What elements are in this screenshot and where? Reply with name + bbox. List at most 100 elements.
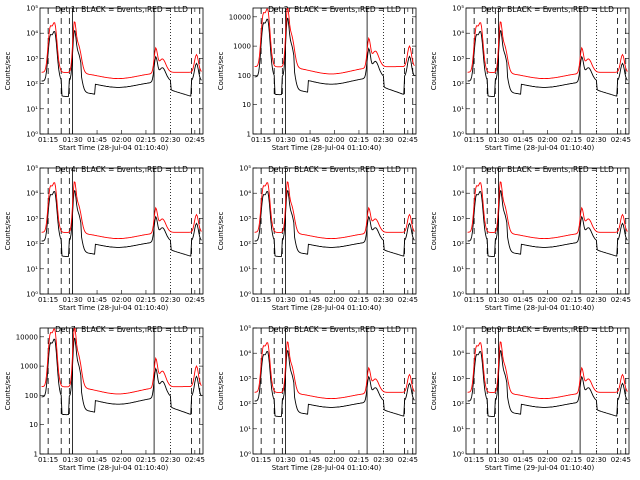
x-tick-label: 02:45	[185, 136, 205, 144]
y-tick-label: 10⁰	[452, 131, 464, 139]
x-tick-label: 02:00	[111, 136, 131, 144]
lld-series-line	[41, 21, 202, 80]
y-tick-label: 1000	[20, 363, 38, 371]
y-tick-label: 10⁵	[239, 325, 251, 333]
x-tick-label: 02:30	[373, 136, 393, 144]
y-tick-label: 10³	[26, 215, 38, 223]
events-series-line	[254, 17, 415, 96]
x-axis-label: Start Time (28-Jul-04 01:10:40)	[272, 144, 382, 152]
y-tick-label: 10⁵	[452, 165, 464, 173]
y-tick-label: 10¹	[452, 105, 464, 113]
x-tick-label: 01:45	[513, 136, 533, 144]
y-tick-label: 10	[29, 421, 38, 429]
chart-svg: Det 3r BLACK = Events, RED = LLD10⁰10¹10…	[430, 5, 631, 153]
y-tick-label: 10¹	[452, 265, 464, 273]
x-tick-label: 02:30	[586, 296, 606, 304]
events-series-line	[467, 190, 628, 257]
lld-series-line	[254, 341, 415, 400]
x-axis-label: Start Time (28-Jul-04 01:10:40)	[59, 144, 169, 152]
x-tick-label: 01:15	[464, 136, 484, 144]
plot-frame	[252, 167, 417, 295]
x-tick-label: 02:00	[111, 296, 131, 304]
y-tick-label: 10⁴	[26, 190, 38, 198]
x-axis-label: Start Time (29-Jul-04 01:10:40)	[485, 464, 595, 472]
x-tick-label: 02:15	[562, 136, 582, 144]
y-tick-label: 10¹	[239, 265, 251, 273]
y-tick-label: 100	[25, 392, 38, 400]
y-tick-label: 10000	[16, 333, 38, 341]
chart-svg: Det 9r BLACK = Events, RED = LLD10⁰10¹10…	[430, 325, 631, 473]
plot-frame	[252, 7, 417, 135]
y-tick-label: 10⁰	[26, 131, 38, 139]
x-tick-label: 01:30	[63, 136, 83, 144]
y-tick-label: 10²	[26, 240, 38, 248]
y-tick-label: 10⁴	[452, 30, 464, 38]
x-tick-label: 02:30	[160, 136, 180, 144]
x-tick-label: 02:45	[398, 296, 418, 304]
y-tick-label: 10⁰	[239, 451, 251, 459]
y-tick-label: 10⁰	[452, 291, 464, 299]
x-axis-label: Start Time (28-Jul-04 01:10:40)	[59, 464, 169, 472]
events-series-line	[254, 350, 415, 417]
lld-series-line	[254, 181, 415, 240]
x-tick-label: 02:15	[136, 136, 156, 144]
y-axis-label: Counts/sec	[4, 52, 12, 91]
y-axis-label: Counts/sec	[4, 212, 12, 251]
chart-svg: Det 5r BLACK = Events, RED = LLD10⁰10¹10…	[217, 165, 418, 313]
y-tick-label: 10⁰	[26, 291, 38, 299]
events-series-line	[41, 190, 202, 257]
y-tick-label: 10⁵	[239, 165, 251, 173]
x-tick-label: 02:15	[349, 136, 369, 144]
chart-panel-8: Det 8r BLACK = Events, RED = LLD 10⁰ 10¹ 10…	[213, 320, 426, 480]
lld-series-line	[41, 328, 202, 395]
chart-panel-7: Det 7r BLACK = Events, RED = LLD 1 10 100 10…	[0, 320, 213, 480]
chart-panel-3: Det 3r BLACK = Events, RED = LLD 10⁰ 10¹ 10…	[426, 0, 639, 160]
y-tick-label: 10³	[452, 215, 464, 223]
x-axis-label: Start Time (28-Jul-04 01:10:40)	[485, 304, 595, 312]
y-tick-label: 100	[238, 72, 251, 80]
x-tick-label: 01:45	[300, 296, 320, 304]
y-tick-label: 1	[34, 451, 38, 459]
chart-svg: Det 7r BLACK = Events, RED = LLD11010010…	[4, 325, 205, 472]
y-tick-label: 10000	[229, 13, 251, 21]
x-axis-label: Start Time (28-Jul-04 01:10:40)	[485, 144, 595, 152]
x-tick-label: 01:15	[38, 456, 58, 464]
x-tick-label: 02:45	[611, 136, 631, 144]
x-tick-label: 02:45	[398, 456, 418, 464]
chart-svg: Det 8r BLACK = Events, RED = LLD10⁰10¹10…	[217, 325, 418, 473]
y-axis-label: Counts/sec	[430, 52, 438, 91]
x-tick-label: 02:00	[324, 456, 344, 464]
plot-frame	[465, 167, 630, 295]
lld-series-line	[467, 341, 628, 400]
y-tick-label: 10⁴	[239, 190, 251, 198]
y-tick-label: 10²	[452, 80, 464, 88]
plot-frame	[465, 327, 630, 455]
x-tick-label: 02:00	[111, 456, 131, 464]
x-tick-label: 01:15	[464, 296, 484, 304]
x-axis-label: Start Time (28-Jul-04 01:10:40)	[272, 464, 382, 472]
x-tick-label: 02:30	[586, 456, 606, 464]
x-tick-label: 02:30	[373, 296, 393, 304]
x-tick-label: 02:00	[324, 296, 344, 304]
x-tick-label: 01:30	[276, 136, 296, 144]
x-tick-label: 02:45	[185, 296, 205, 304]
chart-panel-5: Det 5r BLACK = Events, RED = LLD 10⁰ 10¹ 10…	[213, 160, 426, 320]
x-tick-label: 01:15	[38, 296, 58, 304]
y-tick-label: 1000	[233, 43, 251, 51]
x-tick-label: 01:45	[87, 456, 107, 464]
y-tick-label: 10⁴	[452, 350, 464, 358]
x-tick-label: 01:30	[63, 456, 83, 464]
events-series-line	[467, 30, 628, 97]
x-tick-label: 01:15	[251, 456, 271, 464]
lld-series-line	[41, 181, 202, 240]
lld-series-line	[467, 181, 628, 240]
y-tick-label: 10²	[239, 240, 251, 248]
chart-panel-1: Det 1r BLACK = Events, RED = LLD 10⁰ 10¹ 10…	[0, 0, 213, 160]
y-tick-label: 10⁴	[452, 190, 464, 198]
x-tick-label: 02:15	[349, 456, 369, 464]
x-axis-label: Start Time (28-Jul-04 01:10:40)	[272, 304, 382, 312]
events-series-line	[254, 190, 415, 257]
y-axis-label: Counts/sec	[430, 372, 438, 411]
y-tick-label: 10²	[239, 400, 251, 408]
